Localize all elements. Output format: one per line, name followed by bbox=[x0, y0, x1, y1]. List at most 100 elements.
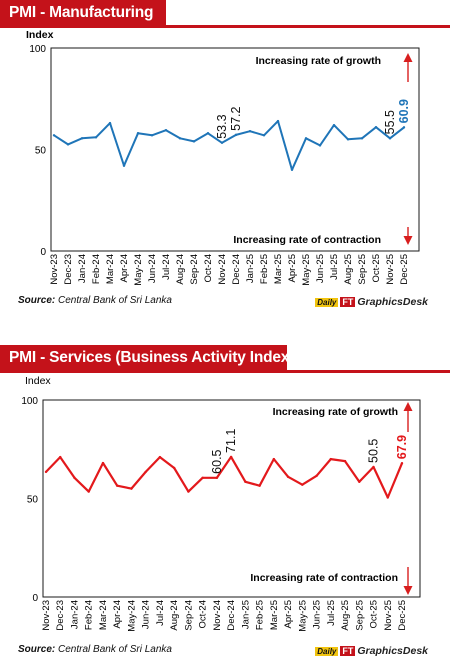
data-point bbox=[66, 143, 70, 146]
x-tick-label: Jan-25 bbox=[240, 600, 251, 629]
x-tick-label: Jul-25 bbox=[326, 600, 337, 626]
y-tick-label: 0 bbox=[40, 247, 46, 258]
data-point bbox=[258, 484, 261, 487]
source-prefix: Source: bbox=[18, 295, 56, 306]
data-point bbox=[346, 138, 350, 141]
data-point bbox=[206, 132, 210, 135]
x-tick-label: Apr-25 bbox=[287, 254, 298, 283]
data-label: 50.5 bbox=[367, 439, 381, 463]
y-tick-label: 100 bbox=[21, 396, 38, 407]
x-tick-label: Aug-25 bbox=[343, 254, 354, 285]
x-tick-label: Oct-25 bbox=[369, 600, 380, 629]
x-tick-label: Apr-24 bbox=[112, 600, 123, 629]
growth-arrow-head bbox=[403, 53, 413, 62]
x-tick-label: May-24 bbox=[126, 600, 137, 632]
data-point bbox=[402, 126, 406, 129]
x-tick-label: Dec-25 bbox=[397, 600, 408, 631]
x-tick-label: Apr-24 bbox=[119, 254, 130, 283]
x-tick-label: Dec-24 bbox=[231, 254, 242, 285]
data-point bbox=[201, 476, 204, 480]
x-tick-label: Jun-25 bbox=[312, 600, 323, 629]
data-point bbox=[220, 141, 224, 145]
data-point bbox=[187, 490, 190, 493]
data-point bbox=[343, 459, 347, 463]
data-point bbox=[386, 496, 389, 499]
data-point bbox=[332, 123, 336, 127]
data-point bbox=[304, 137, 308, 140]
x-tick-label: Mar-24 bbox=[98, 600, 109, 630]
x-tick-label: Jun-25 bbox=[315, 254, 326, 283]
x-tick-label: Dec-25 bbox=[399, 254, 410, 285]
x-tick-label: Oct-24 bbox=[198, 600, 209, 629]
data-point bbox=[374, 125, 378, 129]
y-axis-label: Index bbox=[26, 29, 54, 41]
data-point bbox=[94, 136, 98, 139]
title-rule bbox=[0, 370, 450, 373]
data-point bbox=[150, 134, 154, 137]
x-tick-label: Aug-25 bbox=[340, 600, 351, 631]
chart-title: PMI - Services (Business Activity Index) bbox=[0, 345, 294, 371]
x-tick-label: Feb-25 bbox=[255, 600, 266, 630]
x-tick-label: Feb-24 bbox=[91, 254, 102, 284]
annotation-contraction: Increasing rate of contraction bbox=[233, 234, 381, 246]
data-point bbox=[172, 466, 176, 470]
x-tick-label: Sep-24 bbox=[183, 600, 194, 631]
logo-ft: FT bbox=[340, 646, 356, 656]
logo-daily: Daily bbox=[315, 646, 339, 656]
data-point bbox=[290, 168, 294, 171]
x-tick-label: Jul-25 bbox=[329, 254, 340, 280]
series-line bbox=[53, 120, 405, 171]
title-rule bbox=[0, 25, 450, 28]
x-tick-label: Nov-25 bbox=[385, 254, 396, 285]
data-label: 71.1 bbox=[224, 429, 238, 453]
x-tick-label: Mar-25 bbox=[273, 254, 284, 284]
data-point bbox=[301, 483, 304, 486]
x-tick-label: Jul-24 bbox=[161, 254, 172, 280]
x-tick-label: Sep-25 bbox=[357, 254, 368, 285]
x-tick-label: Aug-24 bbox=[175, 254, 186, 285]
source-note: Source: Central Bank of Sri Lanka bbox=[18, 295, 172, 306]
annotation-growth: Increasing rate of growth bbox=[256, 55, 381, 67]
growth-arrow-head bbox=[403, 402, 413, 411]
data-point bbox=[44, 470, 48, 474]
data-point bbox=[144, 470, 147, 474]
x-tick-label: Jan-24 bbox=[77, 254, 88, 283]
data-point bbox=[248, 130, 252, 133]
logo-graphicsdesk: GraphicsDesk bbox=[357, 645, 428, 657]
data-label: 60.9 bbox=[397, 99, 411, 123]
source-text: Central Bank of Sri Lanka bbox=[58, 644, 172, 655]
logo-graphicsdesk: GraphicsDesk bbox=[357, 296, 428, 308]
x-tick-label: Sep-25 bbox=[354, 600, 365, 631]
x-tick-label: Oct-25 bbox=[371, 254, 382, 283]
x-tick-label: Feb-24 bbox=[84, 600, 95, 630]
data-point bbox=[164, 129, 168, 132]
y-tick-label: 50 bbox=[27, 495, 39, 506]
data-point bbox=[329, 457, 332, 461]
x-tick-label: Oct-24 bbox=[203, 254, 214, 283]
x-tick-label: Nov-23 bbox=[41, 600, 52, 631]
data-point bbox=[244, 480, 247, 483]
x-tick-label: May-25 bbox=[297, 600, 308, 632]
services-chart-panel: PMI - Services (Business Activity Index)… bbox=[0, 345, 450, 659]
publisher-logo: Daily FT GraphicsDesk bbox=[315, 296, 428, 308]
source-prefix: Source: bbox=[18, 644, 56, 655]
data-point bbox=[315, 474, 318, 478]
data-point bbox=[358, 480, 361, 483]
data-point bbox=[234, 133, 238, 137]
plot-frame bbox=[50, 47, 420, 252]
data-point bbox=[360, 137, 364, 140]
data-point bbox=[130, 487, 133, 490]
logo-ft: FT bbox=[340, 297, 356, 307]
x-tick-label: May-25 bbox=[301, 254, 312, 286]
annotation-growth: Increasing rate of growth bbox=[273, 406, 398, 418]
y-tick-label: 100 bbox=[29, 44, 46, 55]
data-point bbox=[276, 119, 280, 123]
x-tick-label: Dec-23 bbox=[63, 254, 74, 285]
source-text: Central Bank of Sri Lanka bbox=[58, 295, 172, 306]
data-point bbox=[52, 134, 56, 137]
x-tick-label: Mar-25 bbox=[269, 600, 280, 630]
contraction-arrow-head bbox=[403, 236, 413, 245]
data-point bbox=[262, 134, 266, 137]
y-tick-label: 50 bbox=[35, 146, 47, 157]
